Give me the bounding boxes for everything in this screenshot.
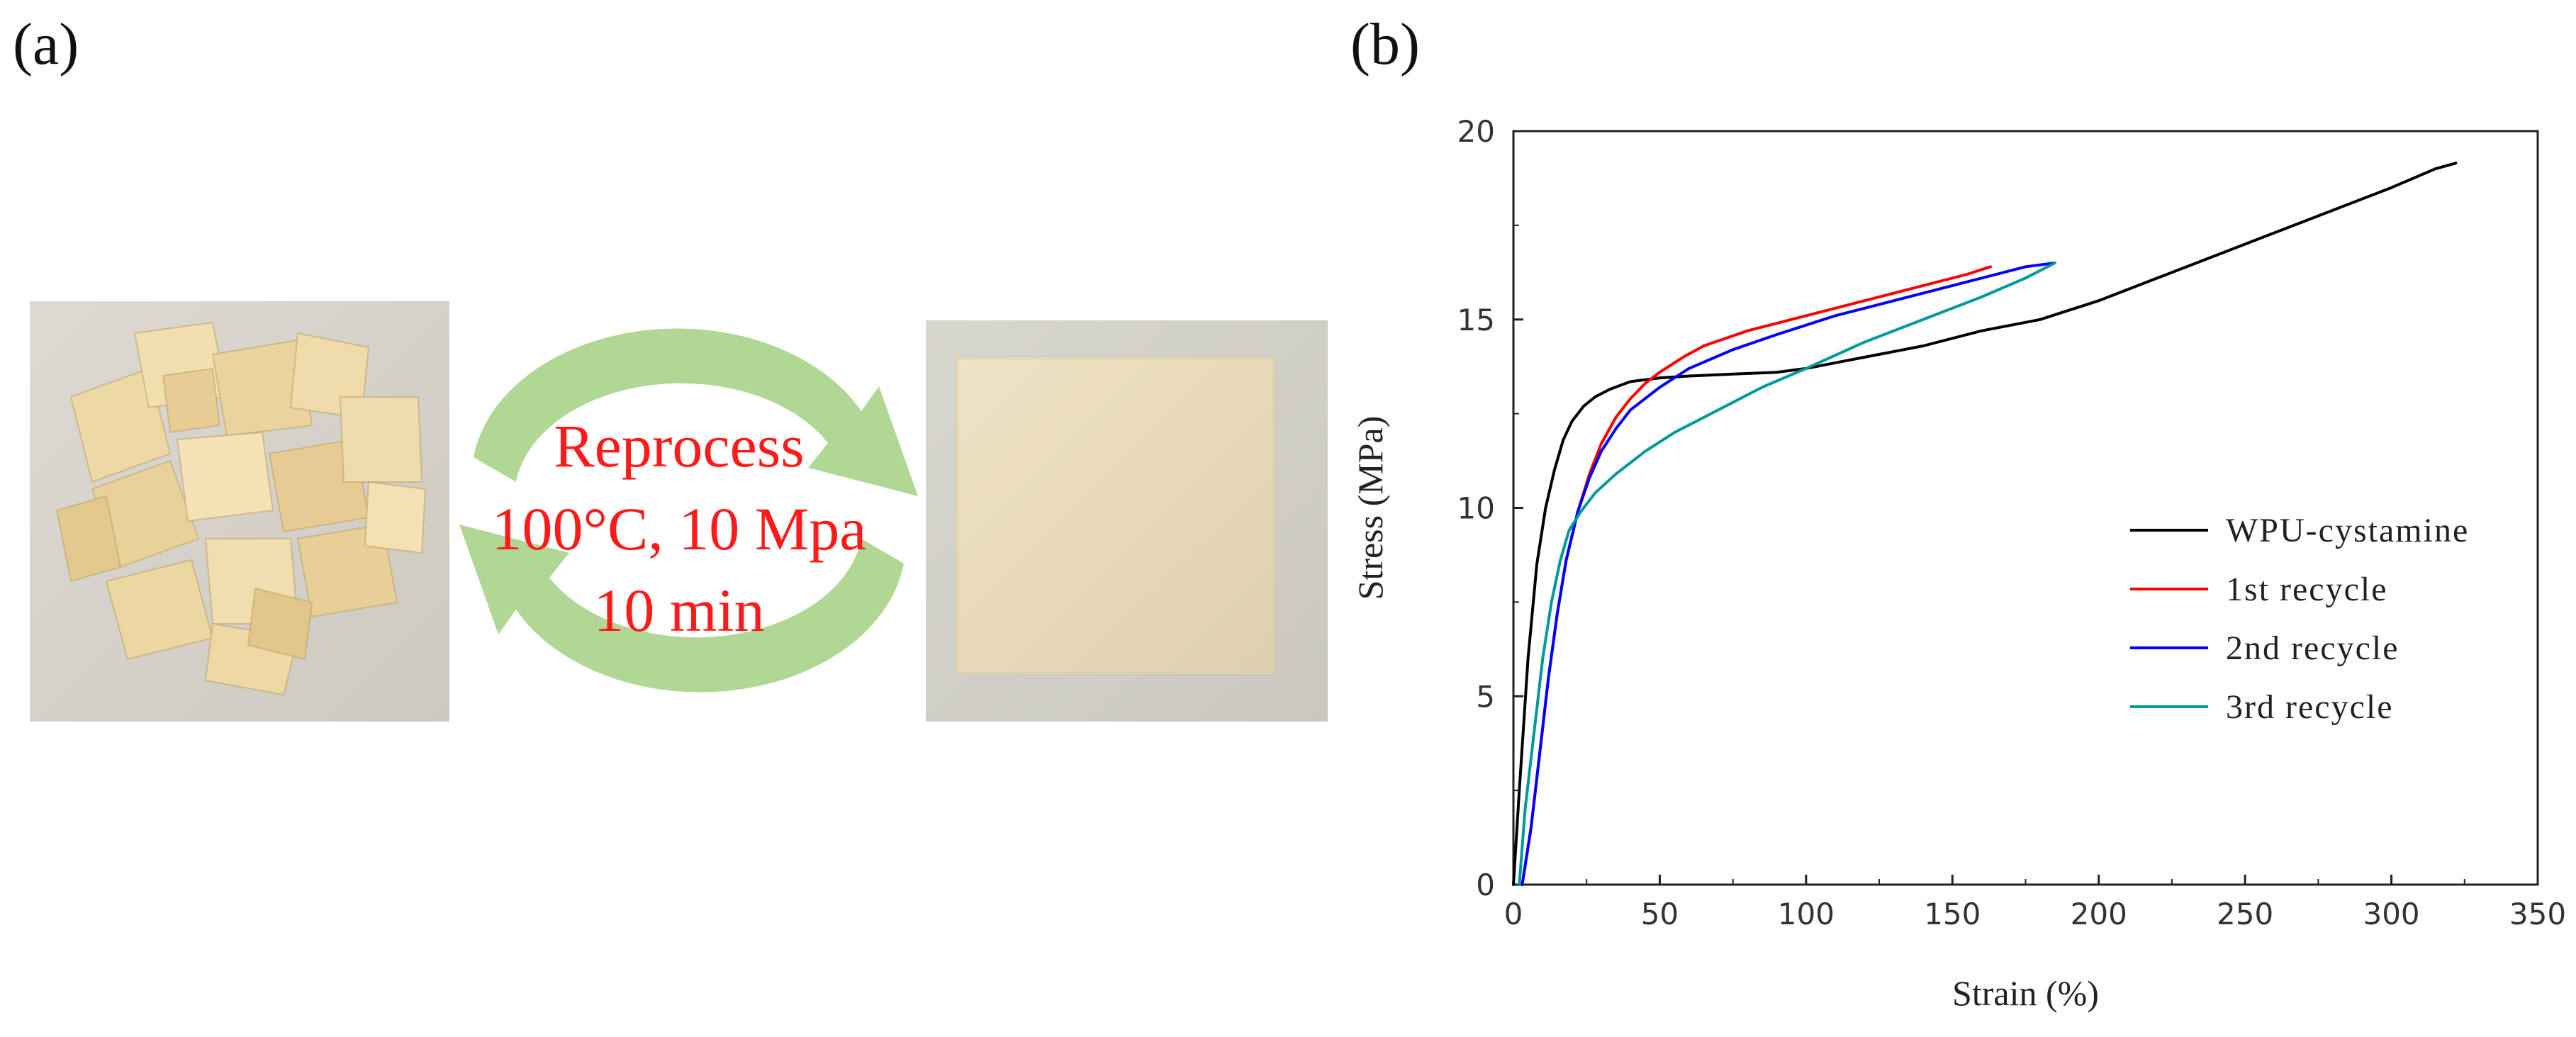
series-line-4 <box>1518 262 2056 886</box>
x-tick-label: 0 <box>1504 897 1523 931</box>
legend-label-1: WPU-cystamine <box>2226 512 2469 549</box>
y-tick-label: 10 <box>1457 491 1495 526</box>
x-tick-label: 250 <box>2217 897 2273 931</box>
recycle-arrows-icon <box>459 328 918 693</box>
y-tick-label: 5 <box>1476 679 1495 714</box>
recycle-arrow-bottom <box>459 525 904 693</box>
chips-photo <box>30 301 449 722</box>
x-tick-label: 50 <box>1641 897 1679 931</box>
time-label: 10 min <box>593 576 764 644</box>
stress-strain-chart: 0 50 100 150 200 250 300 350 0 5 10 15 20 Strain (%)… <box>1350 114 2566 1013</box>
x-tick-label: 300 <box>2363 897 2419 931</box>
legend-label-4: 3rd recycle <box>2226 688 2394 726</box>
series-line-3 <box>1521 262 2056 886</box>
panel-a-label: (a) <box>13 11 79 77</box>
series-line-2 <box>1521 265 1992 886</box>
x-axis-title: Strain (%) <box>1952 973 2099 1013</box>
panel-b-label: (b) <box>1350 11 1420 77</box>
condition-label: 100°C, 10 Mpa <box>492 495 867 563</box>
x-tick-label: 100 <box>1778 897 1835 931</box>
legend: WPU-cystamine 1st recycle 2nd recycle 3rd r… <box>2130 512 2469 726</box>
x-tick-label: 200 <box>2071 897 2127 931</box>
y-axis-title: Stress (MPa) <box>1350 416 1390 600</box>
series-line-1 <box>1512 162 2458 886</box>
recycle-arrow-top <box>474 328 918 496</box>
y-tick-label: 0 <box>1476 868 1495 902</box>
plot-frame <box>1512 130 2539 886</box>
legend-label-3: 2nd recycle <box>2226 629 2399 667</box>
legend-label-2: 1st recycle <box>2226 571 2388 608</box>
axis-ticks: 0 50 100 150 200 250 300 350 0 5 10 15 20 <box>1457 114 2567 931</box>
y-tick-label: 15 <box>1457 303 1495 337</box>
y-tick-label: 20 <box>1457 114 1495 149</box>
x-tick-label: 150 <box>1924 897 1981 931</box>
curves <box>1512 162 2458 886</box>
x-tick-label: 350 <box>2509 897 2566 931</box>
film-photo <box>926 320 1328 722</box>
reprocess-label: Reprocess <box>554 412 804 480</box>
